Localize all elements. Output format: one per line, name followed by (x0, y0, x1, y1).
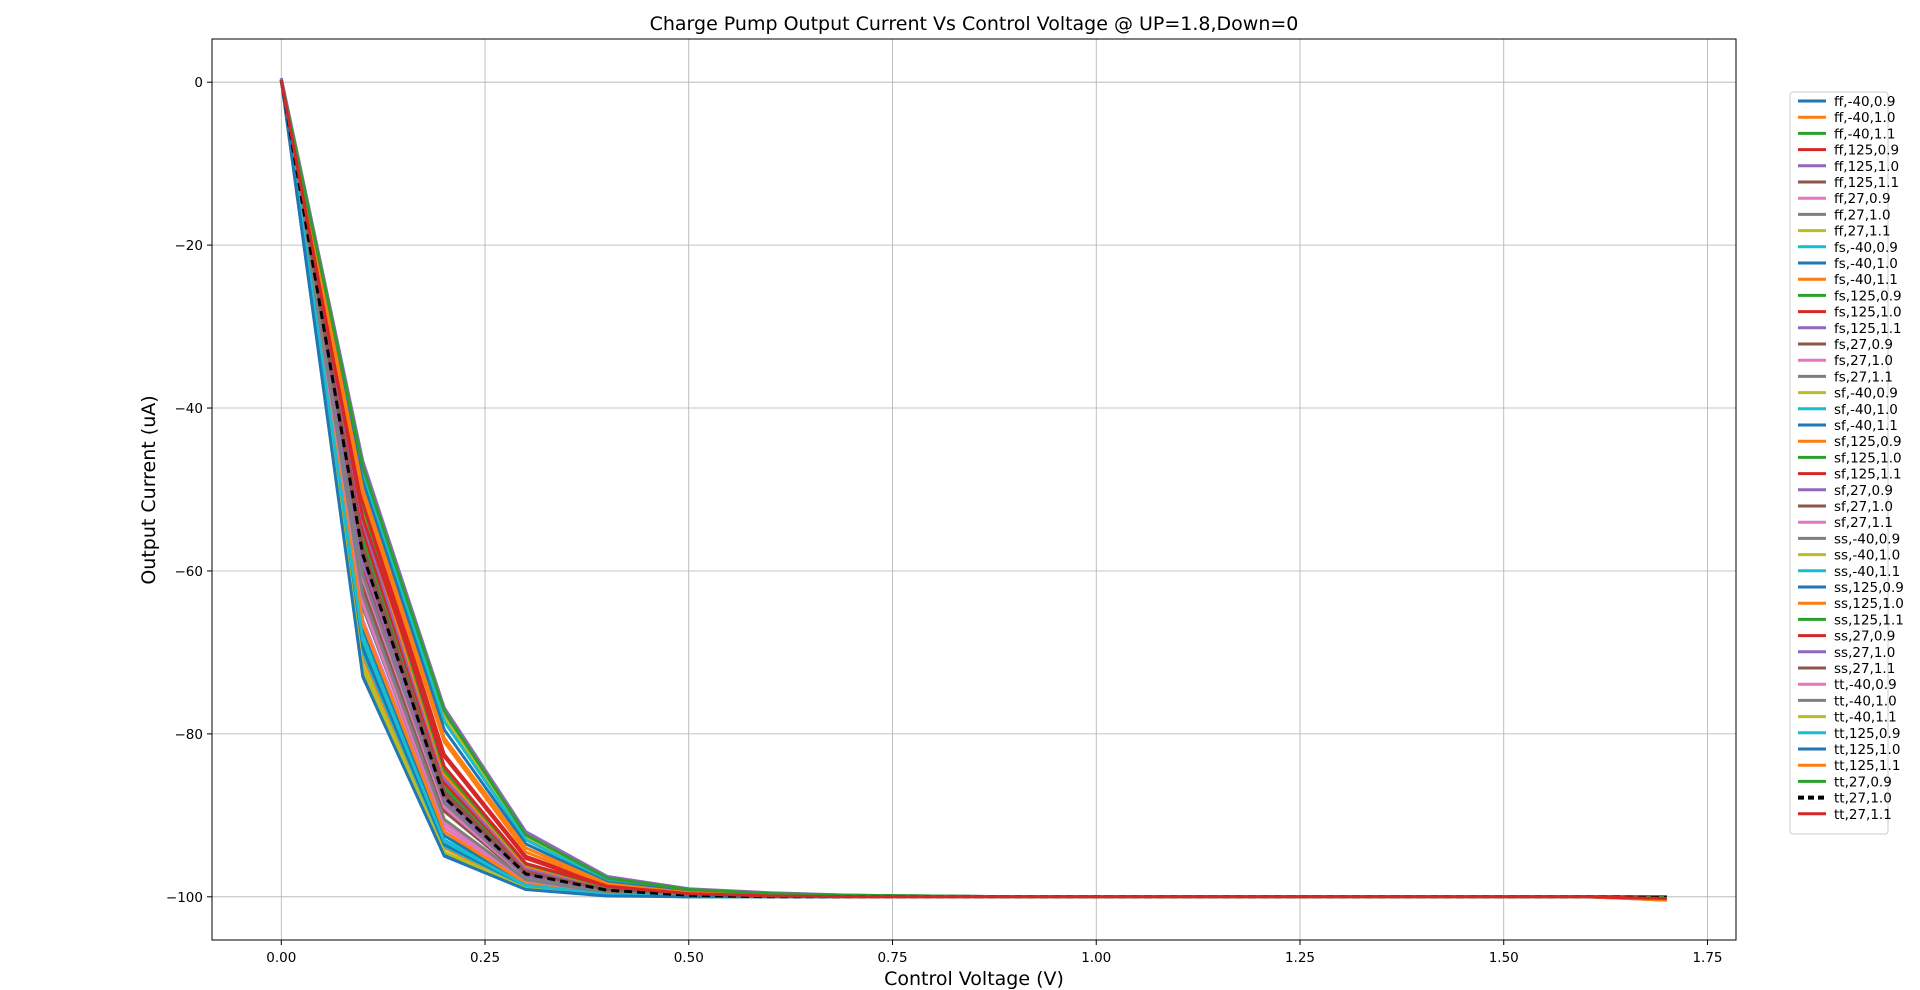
legend-entry-label: ff,125,1.0 (1834, 159, 1899, 175)
x-tick-label: 1.50 (1489, 950, 1519, 966)
legend-entry-label: fs,-40,1.0 (1834, 256, 1898, 272)
legend-entry-label: tt,-40,1.0 (1834, 693, 1897, 709)
y-axis-ticks: 0 −20 −40 −60 −80 −100 (166, 75, 212, 906)
legend-entry-label: fs,-40,0.9 (1834, 240, 1898, 256)
legend-entry-label: ss,125,1.0 (1834, 596, 1904, 612)
legend-entry-label: sf,125,1.0 (1834, 450, 1902, 466)
x-tick-label: 1.75 (1692, 950, 1722, 966)
legend-frame (1789, 91, 1889, 835)
legend-entry-label: ff,125,1.1 (1834, 175, 1899, 191)
legend-entry-label: tt,27,1.1 (1834, 807, 1892, 823)
y-tick-label: −60 (175, 564, 204, 580)
series-lines (279, 77, 1667, 902)
series-line-ss,27,1.0 (279, 77, 1667, 899)
legend-entry-label: sf,27,1.0 (1834, 499, 1893, 515)
legend-entry-label: tt,27,0.9 (1834, 774, 1892, 790)
legend-entry-label: ff,-40,1.0 (1834, 110, 1895, 126)
x-tick-label: 0.25 (470, 950, 500, 966)
legend-entry-label: ss,27,1.1 (1834, 661, 1895, 677)
legend-entry-label: sf,27,1.1 (1834, 515, 1893, 531)
x-tick-label: 1.25 (1285, 950, 1315, 966)
y-tick-label: −100 (166, 890, 203, 906)
legend-entry-label: ff,125,0.9 (1834, 143, 1899, 159)
legend-entry-label: fs,125,1.0 (1834, 305, 1902, 321)
legend-entry-label: tt,125,0.9 (1834, 726, 1900, 742)
legend-entry-label: fs,27,1.1 (1834, 369, 1893, 385)
legend-entry-label: tt,-40,1.1 (1834, 710, 1897, 726)
x-axis-label: Control Voltage (V) (884, 968, 1064, 990)
legend-entry-label: sf,125,0.9 (1834, 434, 1902, 450)
legend-entry-label: fs,125,1.1 (1834, 321, 1902, 337)
x-tick-label: 1.00 (1081, 950, 1111, 966)
legend-entry-label: sf,125,1.1 (1834, 467, 1902, 483)
x-tick-label: 0.00 (266, 950, 296, 966)
y-tick-label: −80 (175, 727, 204, 743)
y-axis-label: Output Current (uA) (138, 395, 160, 584)
legend-entry-label: tt,125,1.1 (1834, 758, 1900, 774)
legend-entry-label: fs,27,1.0 (1834, 353, 1893, 369)
x-tick-label: 0.75 (877, 950, 907, 966)
y-tick-label: 0 (194, 75, 203, 91)
legend-entry-label: ss,-40,1.1 (1834, 564, 1900, 580)
plot-frame (211, 38, 1737, 941)
legend-entry-label: ff,-40,1.1 (1834, 126, 1895, 142)
legend-entry-label: ff,27,1.0 (1834, 207, 1891, 223)
y-tick-label: −40 (175, 401, 204, 417)
legend-entry-label: ss,-40,1.0 (1834, 548, 1900, 564)
legend-entry-label: fs,125,0.9 (1834, 288, 1902, 304)
legend-entry-label: ss,27,1.0 (1834, 645, 1895, 661)
y-tick-label: −20 (175, 238, 204, 254)
chart-title: Charge Pump Output Current Vs Control Vo… (650, 13, 1299, 35)
legend-entry-label: sf,27,0.9 (1834, 483, 1893, 499)
legend-entry-label: sf,-40,0.9 (1834, 386, 1898, 402)
legend-entry-label: ss,125,0.9 (1834, 580, 1904, 596)
legend-entry-label: tt,27,1.0 (1834, 791, 1892, 807)
legend-entry-label: ss,27,0.9 (1834, 629, 1895, 645)
legend-entry-label: sf,-40,1.0 (1834, 402, 1898, 418)
legend-entry-label: ss,125,1.1 (1834, 612, 1904, 628)
x-axis-ticks: 0.00 0.25 0.50 0.75 1.00 1.25 1.50 1.75 (266, 940, 1723, 966)
legend-entry-label: tt,-40,0.9 (1834, 677, 1897, 693)
series-line-tt,27,1.1 (279, 80, 1667, 900)
x-tick-label: 0.50 (674, 950, 704, 966)
legend-entry-label: ff,-40,0.9 (1834, 94, 1895, 110)
legend-entry-label: ss,-40,0.9 (1834, 531, 1900, 547)
legend-entry-label: ff,27,1.1 (1834, 224, 1891, 240)
legend-entry-label: fs,-40,1.1 (1834, 272, 1898, 288)
legend-entry-label: tt,125,1.0 (1834, 742, 1900, 758)
legend: ff,-40,0.9ff,-40,1.0ff,-40,1.1ff,125,0.9… (1789, 91, 1904, 835)
legend-entry-label: ff,27,0.9 (1834, 191, 1891, 207)
legend-entry-label: fs,27,0.9 (1834, 337, 1893, 353)
legend-entry-label: sf,-40,1.1 (1834, 418, 1898, 434)
